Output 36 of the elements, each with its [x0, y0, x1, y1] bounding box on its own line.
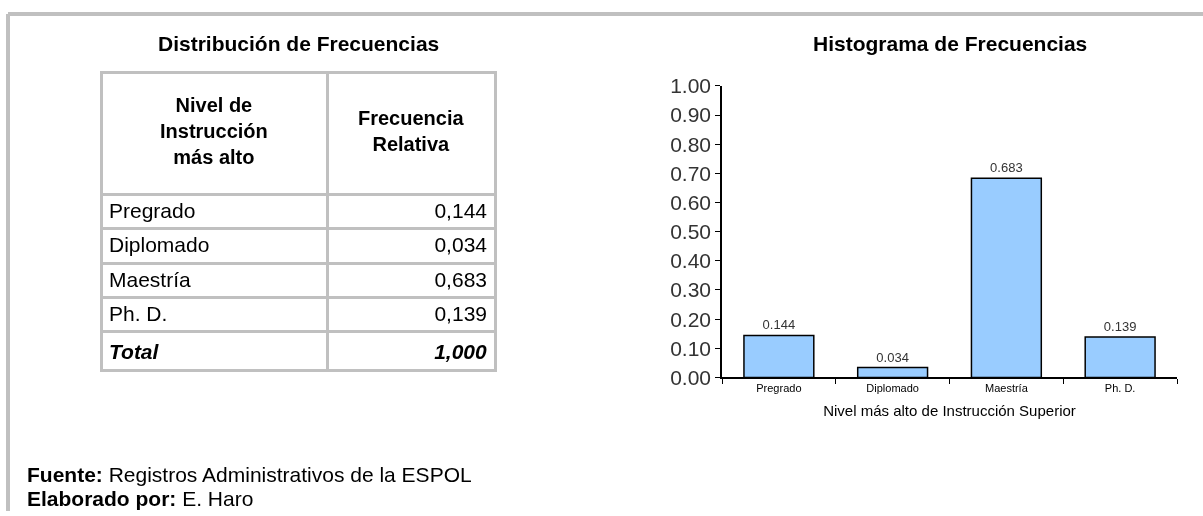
y-tick-label: 0.60	[670, 190, 712, 214]
text: 0,139	[434, 302, 487, 326]
data-label: 0.144	[762, 317, 796, 333]
category-label: Total	[109, 339, 160, 363]
text: Frecuencia Relativa	[358, 107, 465, 155]
data-label: 0.683	[990, 160, 1023, 176]
y-tick-label: 0.30	[670, 278, 712, 302]
y-tick-label: 0.40	[670, 249, 712, 273]
category-label: Pregrado	[109, 198, 196, 222]
text: 0,683	[434, 267, 487, 291]
y-tick-label: 1.00	[670, 74, 712, 98]
y-tick-label: 0.80	[670, 132, 712, 156]
source-note: Fuente: Registros Administrativos de la ESPOL	[27, 463, 472, 486]
text: 1,000	[434, 339, 487, 363]
text: Nivel de Instrucción más alto	[160, 94, 268, 168]
chart-title: Histograma de Frecuencias	[813, 32, 1088, 55]
x-tick-label: Ph. D.	[1104, 382, 1136, 395]
data-label: 0.139	[1103, 318, 1137, 334]
y-tick-label: 0.90	[670, 103, 712, 127]
x-axis-title: Nivel más alto de Instrucción Superior	[823, 401, 1076, 419]
category-label: Diplomado	[109, 233, 210, 257]
text: 0,034	[434, 233, 487, 257]
x-tick-label: Pregrado	[756, 382, 802, 395]
y-tick-label: 0.20	[670, 307, 712, 331]
text: 0,144	[434, 198, 487, 222]
category-label: Ph. D.	[109, 302, 168, 326]
data-label: 0.034	[876, 349, 909, 365]
y-tick-label: 0.50	[670, 220, 712, 244]
text: Distribución de Frecuencias	[158, 32, 440, 55]
y-tick-label: 0.70	[670, 161, 712, 185]
category-label: Maestría	[109, 267, 192, 291]
x-tick-label: Diplomado	[866, 382, 919, 395]
y-tick-label: 0.10	[670, 336, 712, 360]
y-tick-label: 0.00	[670, 365, 712, 389]
text: Elaborado por: E. Haro	[27, 487, 254, 510]
x-tick-label: Maestría	[984, 382, 1029, 395]
